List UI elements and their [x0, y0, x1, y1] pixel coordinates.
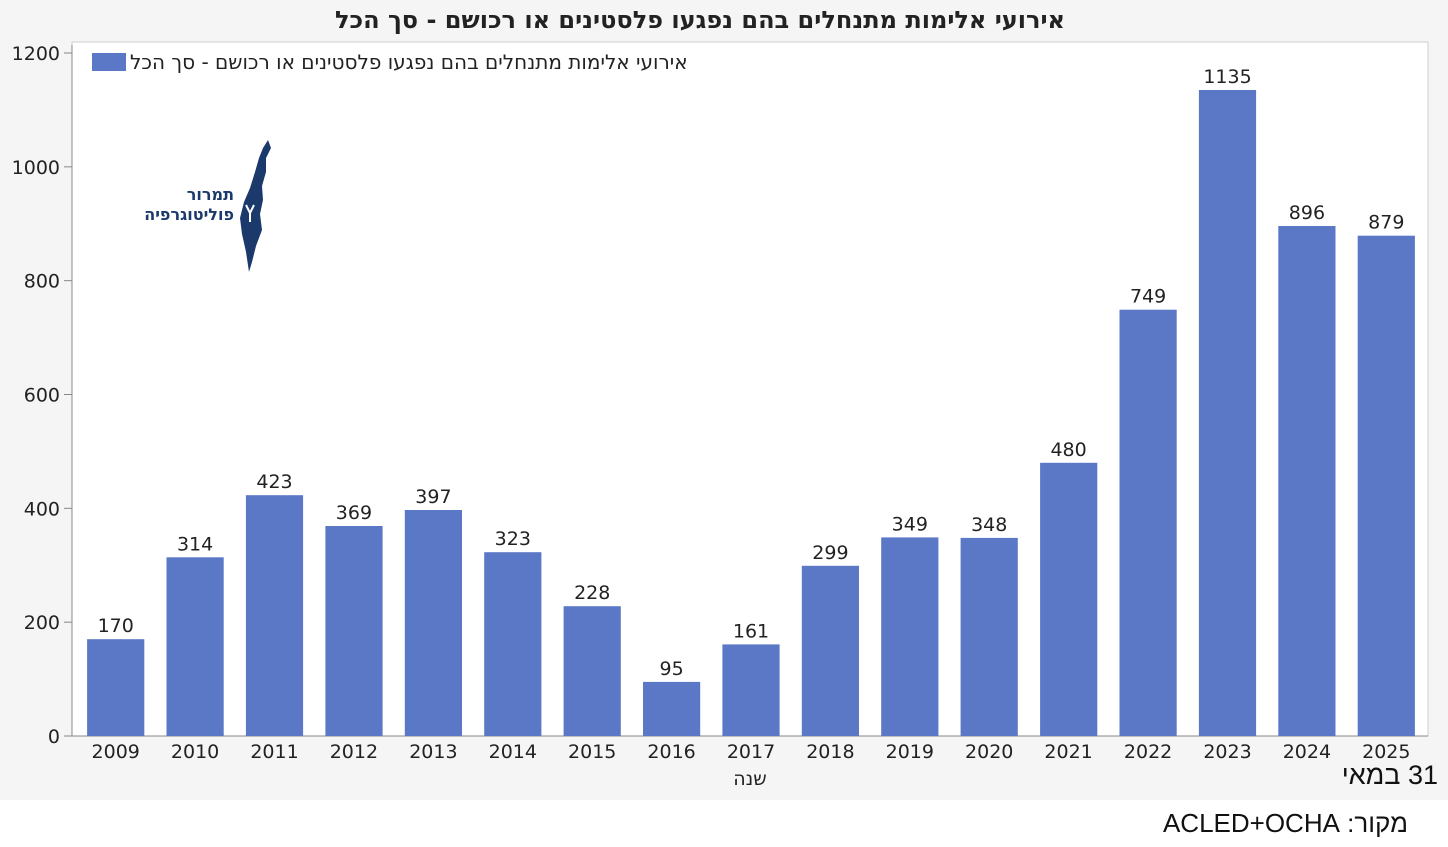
x-tick-label-2021: 2021 [1044, 741, 1092, 763]
value-label-2020: 348 [971, 514, 1007, 536]
value-label-2017: 161 [733, 620, 769, 642]
map-shape-icon [240, 140, 271, 272]
y-tick-label: 0 [48, 726, 60, 748]
value-label-2021: 480 [1050, 439, 1086, 461]
value-label-2013: 397 [415, 486, 451, 508]
logo: תמרור פוליטוגרפיה [144, 140, 271, 272]
value-label-2024: 896 [1289, 202, 1325, 224]
x-tick-label-2017: 2017 [727, 741, 775, 763]
x-tick-label-2020: 2020 [965, 741, 1013, 763]
value-label-2010: 314 [177, 533, 213, 555]
y-axis: 0 200 400 600 800 1000 1200 [12, 43, 73, 748]
legend-swatch [92, 53, 126, 71]
x-axis-title: שנה [733, 768, 766, 790]
bar-2009 [87, 639, 145, 736]
y-tick-label: 800 [24, 271, 60, 293]
value-labels: 170 314 423 369 397 323 228 95 161 299 349 348 480 74… [98, 66, 1405, 680]
y-tick-label: 1000 [12, 157, 60, 179]
bar-2021 [1040, 462, 1098, 736]
date-note: 31 במאי [1341, 760, 1438, 790]
bar-2019 [881, 537, 939, 736]
bar-chart: אירועי אלימות מתנחלים בהם נפגעו פלסטינים… [12, 6, 1429, 790]
value-label-2009: 170 [98, 615, 134, 637]
bar-2017 [722, 644, 780, 736]
x-tick-label-2023: 2023 [1203, 741, 1251, 763]
bar-2012 [325, 526, 383, 736]
x-tick-label-2012: 2012 [330, 741, 378, 763]
legend: אירועי אלימות מתנחלים בהם נפגעו פלסטינים… [92, 50, 688, 74]
x-tick-label-2014: 2014 [489, 741, 537, 763]
bar-2011 [245, 495, 304, 736]
x-tick-label-2010: 2010 [171, 741, 219, 763]
bar-2014 [484, 552, 542, 736]
source-note: מקור: ACLED+OCHA [1162, 808, 1408, 838]
value-label-2019: 349 [892, 513, 928, 535]
bars [87, 90, 1415, 736]
x-tick-label-2022: 2022 [1124, 741, 1172, 763]
chart-panel: אירועי אלימות מתנחלים בהם נפגעו פלסטינים… [11, 6, 1429, 790]
value-label-2023: 1135 [1203, 66, 1251, 88]
bar-2023 [1198, 90, 1257, 736]
bar-2013 [404, 510, 462, 736]
y-tick-label: 400 [24, 498, 60, 520]
value-label-2014: 323 [495, 528, 531, 550]
value-label-2022: 749 [1130, 286, 1166, 308]
bar-2025 [1357, 235, 1415, 736]
bar-2010 [166, 557, 224, 736]
value-label-2012: 369 [336, 502, 372, 524]
x-tick-label-2011: 2011 [250, 741, 298, 763]
legend-label: אירועי אלימות מתנחלים בהם נפגעו פלסטינים… [130, 50, 688, 74]
x-tick-label-2013: 2013 [409, 741, 457, 763]
bar-2018 [801, 565, 859, 736]
logo-line2: פוליטוגרפיה [144, 205, 234, 224]
value-label-2016: 95 [660, 658, 684, 680]
bar-2022 [1119, 309, 1177, 736]
x-tick-label-2016: 2016 [647, 741, 695, 763]
value-label-2015: 228 [574, 582, 610, 604]
value-label-2025: 879 [1368, 212, 1404, 234]
value-label-2011: 423 [256, 471, 292, 493]
x-tick-label-2009: 2009 [92, 741, 140, 763]
y-tick-label: 200 [24, 612, 60, 634]
bar-2024 [1278, 226, 1336, 736]
chart-title: אירועי אלימות מתנחלים בהם נפגעו פלסטינים… [335, 6, 1065, 34]
x-tick-label-2024: 2024 [1283, 741, 1331, 763]
x-tick-label-2025: 2025 [1362, 741, 1410, 763]
y-tick-label: 600 [24, 385, 60, 407]
logo-symbol-icon [245, 204, 255, 222]
x-tick-label-2019: 2019 [886, 741, 934, 763]
x-tick-label-2018: 2018 [806, 741, 854, 763]
value-label-2018: 299 [812, 542, 848, 564]
x-axis: 2009 2010 2011 2012 2013 2014 2015 2016 2017 2018… [72, 735, 1428, 763]
logo-line1: תמרור [187, 185, 234, 204]
bar-2016 [643, 681, 701, 736]
y-tick-label: 1200 [12, 43, 60, 65]
bar-2015 [563, 606, 621, 736]
x-tick-label-2015: 2015 [568, 741, 616, 763]
bar-2020 [960, 537, 1018, 736]
